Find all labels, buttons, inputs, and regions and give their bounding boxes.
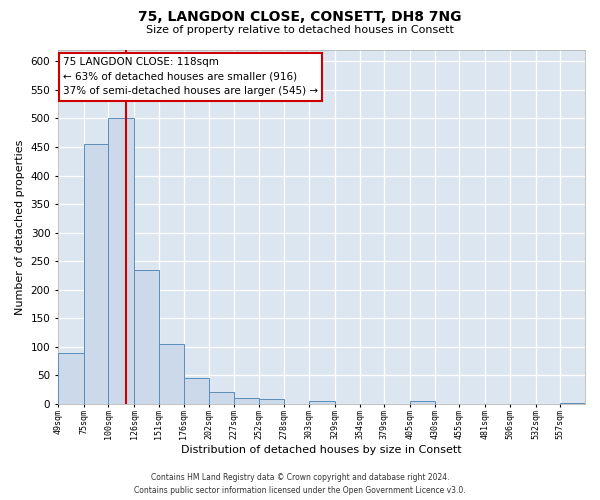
- Text: Size of property relative to detached houses in Consett: Size of property relative to detached ho…: [146, 25, 454, 35]
- Bar: [234, 398, 259, 404]
- Bar: [184, 378, 209, 404]
- Bar: [58, 352, 83, 404]
- Y-axis label: Number of detached properties: Number of detached properties: [15, 140, 25, 314]
- Bar: [109, 118, 134, 404]
- Text: Contains HM Land Registry data © Crown copyright and database right 2024.
Contai: Contains HM Land Registry data © Crown c…: [134, 474, 466, 495]
- Bar: [83, 144, 109, 404]
- Bar: [159, 344, 184, 404]
- Bar: [560, 402, 585, 404]
- Text: 75 LANGDON CLOSE: 118sqm
← 63% of detached houses are smaller (916)
37% of semi-: 75 LANGDON CLOSE: 118sqm ← 63% of detach…: [63, 57, 318, 96]
- Bar: [309, 401, 335, 404]
- Bar: [134, 270, 159, 404]
- Bar: [259, 400, 284, 404]
- X-axis label: Distribution of detached houses by size in Consett: Distribution of detached houses by size …: [181, 445, 462, 455]
- Bar: [410, 401, 434, 404]
- Text: 75, LANGDON CLOSE, CONSETT, DH8 7NG: 75, LANGDON CLOSE, CONSETT, DH8 7NG: [138, 10, 462, 24]
- Bar: [209, 392, 234, 404]
